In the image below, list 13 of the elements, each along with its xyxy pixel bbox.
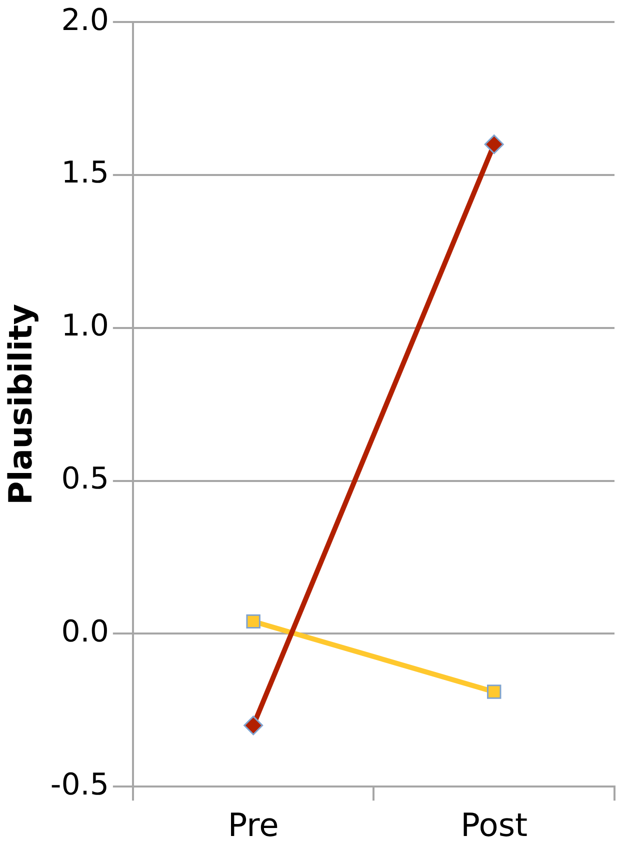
x-tick-label: Post <box>460 806 528 844</box>
y-tick-label: 0.0 <box>61 614 109 650</box>
x-tick-label: Pre <box>228 806 279 844</box>
point <box>484 134 504 154</box>
y-tick-label: -0.5 <box>50 767 109 802</box>
point <box>246 614 260 629</box>
y-tick-label: 0.5 <box>61 462 109 497</box>
point <box>486 684 502 699</box>
y-tick-label: 1.5 <box>61 156 109 191</box>
y-tick-label: 2.0 <box>61 2 109 38</box>
y-tick-label: 1.0 <box>61 308 109 344</box>
point <box>244 716 264 736</box>
y-axis-title: Plausibility <box>2 304 40 505</box>
